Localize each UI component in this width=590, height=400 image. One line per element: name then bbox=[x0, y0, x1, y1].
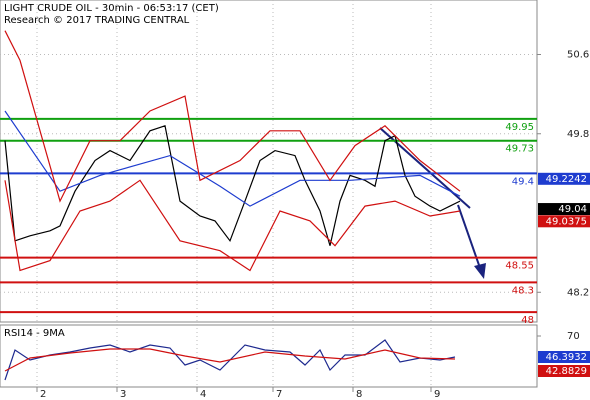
price-box-label: 49.0375 bbox=[546, 216, 587, 227]
price-box-label: 42.8829 bbox=[546, 366, 587, 377]
price-box-label: 49.04 bbox=[558, 204, 587, 215]
y-tick-label: 49.8 bbox=[567, 129, 589, 140]
level-label: 49.73 bbox=[505, 144, 534, 155]
chart-subtitle: Research © 2017 TRADING CENTRAL bbox=[4, 15, 190, 26]
level-label: 49.95 bbox=[505, 122, 534, 133]
y-tick-label: 70 bbox=[567, 331, 580, 342]
price-box bbox=[538, 203, 590, 216]
arrow-head bbox=[474, 263, 486, 279]
x-tick-label: 7 bbox=[276, 389, 282, 400]
price-box-label: 49.2242 bbox=[546, 174, 587, 185]
x-tick-label: 3 bbox=[120, 389, 126, 400]
y-tick-label: 50.6 bbox=[567, 49, 589, 60]
price-box bbox=[538, 172, 590, 185]
series-line bbox=[4, 348, 456, 372]
price-box bbox=[538, 351, 590, 363]
y-tick-label: 48.2 bbox=[567, 287, 589, 298]
price-box bbox=[538, 215, 590, 228]
series-line bbox=[4, 125, 461, 246]
x-tick-label: 4 bbox=[200, 389, 206, 400]
x-tick-label: 9 bbox=[434, 389, 440, 400]
x-tick-label: 8 bbox=[356, 389, 362, 400]
chart-title: LIGHT CRUDE OIL - 30min - 06:53:17 (CET) bbox=[4, 3, 219, 14]
level-label: 49.4 bbox=[512, 176, 534, 187]
price-box-label: 46.3932 bbox=[546, 352, 587, 363]
main-frame bbox=[0, 0, 538, 323]
series-line bbox=[4, 339, 456, 381]
level-label: 48 bbox=[521, 315, 534, 326]
series-line bbox=[4, 110, 461, 207]
level-label: 48.55 bbox=[505, 261, 534, 272]
series-line bbox=[4, 30, 461, 203]
price-box bbox=[538, 365, 590, 377]
x-tick-label: 2 bbox=[40, 389, 46, 400]
rsi-frame bbox=[0, 324, 538, 388]
level-label: 48.3 bbox=[512, 285, 534, 296]
series-line bbox=[4, 179, 461, 272]
rsi-title: RSI14 - 9MA bbox=[4, 328, 65, 339]
